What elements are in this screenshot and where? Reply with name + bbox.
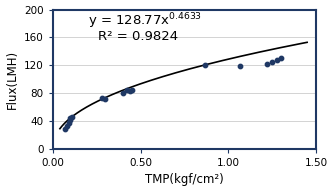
Point	[238, 65, 243, 68]
Y-axis label: Flux(LMH): Flux(LMH)	[6, 50, 19, 109]
Point	[120, 92, 126, 95]
Point	[127, 89, 133, 93]
Point	[264, 62, 269, 65]
Point	[66, 122, 71, 125]
Point	[269, 61, 275, 64]
Point	[68, 117, 73, 120]
Point	[99, 96, 105, 99]
Point	[68, 118, 73, 121]
Point	[70, 115, 75, 118]
Text: R² = 0.9824: R² = 0.9824	[99, 30, 178, 42]
Point	[129, 88, 135, 91]
Point	[278, 57, 283, 60]
Point	[275, 58, 280, 61]
Point	[63, 128, 68, 131]
Point	[64, 124, 70, 127]
Point	[103, 97, 108, 100]
X-axis label: TMP(kgf/cm²): TMP(kgf/cm²)	[145, 173, 224, 186]
Point	[124, 89, 129, 92]
Point	[203, 63, 208, 66]
Text: y = 128.77x$^{0.4633}$: y = 128.77x$^{0.4633}$	[88, 11, 202, 31]
